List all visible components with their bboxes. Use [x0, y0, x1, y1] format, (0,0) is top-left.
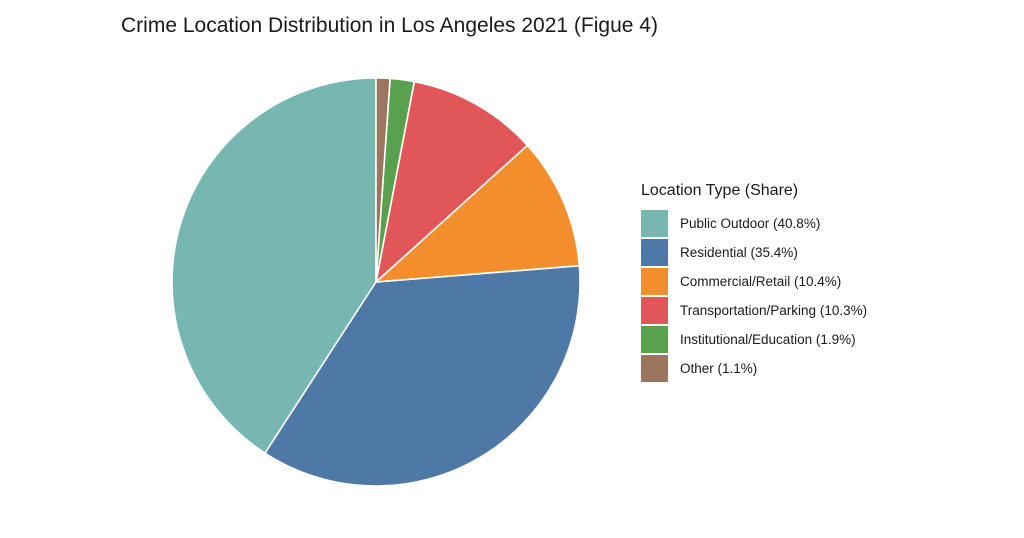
legend-label: Public Outdoor (40.8%) [680, 216, 821, 231]
legend-item-institutional-education: Institutional/Education (1.9%) [641, 325, 867, 354]
pie-slice-residential [264, 264, 581, 487]
pie-slice-commercial-retail [375, 144, 581, 283]
legend-label: Institutional/Education (1.9%) [680, 332, 856, 347]
legend-title: Location Type (Share) [641, 182, 799, 199]
legend-swatch [641, 297, 668, 324]
chart-title: Crime Location Distribution in Los Angel… [121, 14, 658, 37]
legend-swatch [641, 268, 668, 295]
legend-label: Other (1.1%) [680, 361, 758, 376]
legend-swatch [641, 239, 668, 266]
legend-swatch [641, 355, 668, 382]
legend-item-public-outdoor: Public Outdoor (40.8%) [641, 209, 867, 238]
legend-swatch [641, 326, 668, 353]
legend-item-transportation-parking: Transportation/Parking (10.3%) [641, 296, 867, 325]
pie-slice-other [375, 77, 391, 283]
legend-item-commercial-retail: Commercial/Retail (10.4%) [641, 267, 867, 296]
legend-label: Commercial/Retail (10.4%) [680, 274, 842, 289]
legend: Location Type (Share) Public Outdoor (40… [641, 182, 867, 383]
legend-swatch [641, 210, 668, 237]
legend-item-other: Other (1.1%) [641, 354, 867, 383]
pie-slice-transportation-parking [375, 80, 529, 283]
legend-label: Transportation/Parking (10.3%) [680, 303, 868, 318]
legend-label: Residential (35.4%) [680, 245, 798, 260]
legend-item-residential: Residential (35.4%) [641, 238, 867, 267]
